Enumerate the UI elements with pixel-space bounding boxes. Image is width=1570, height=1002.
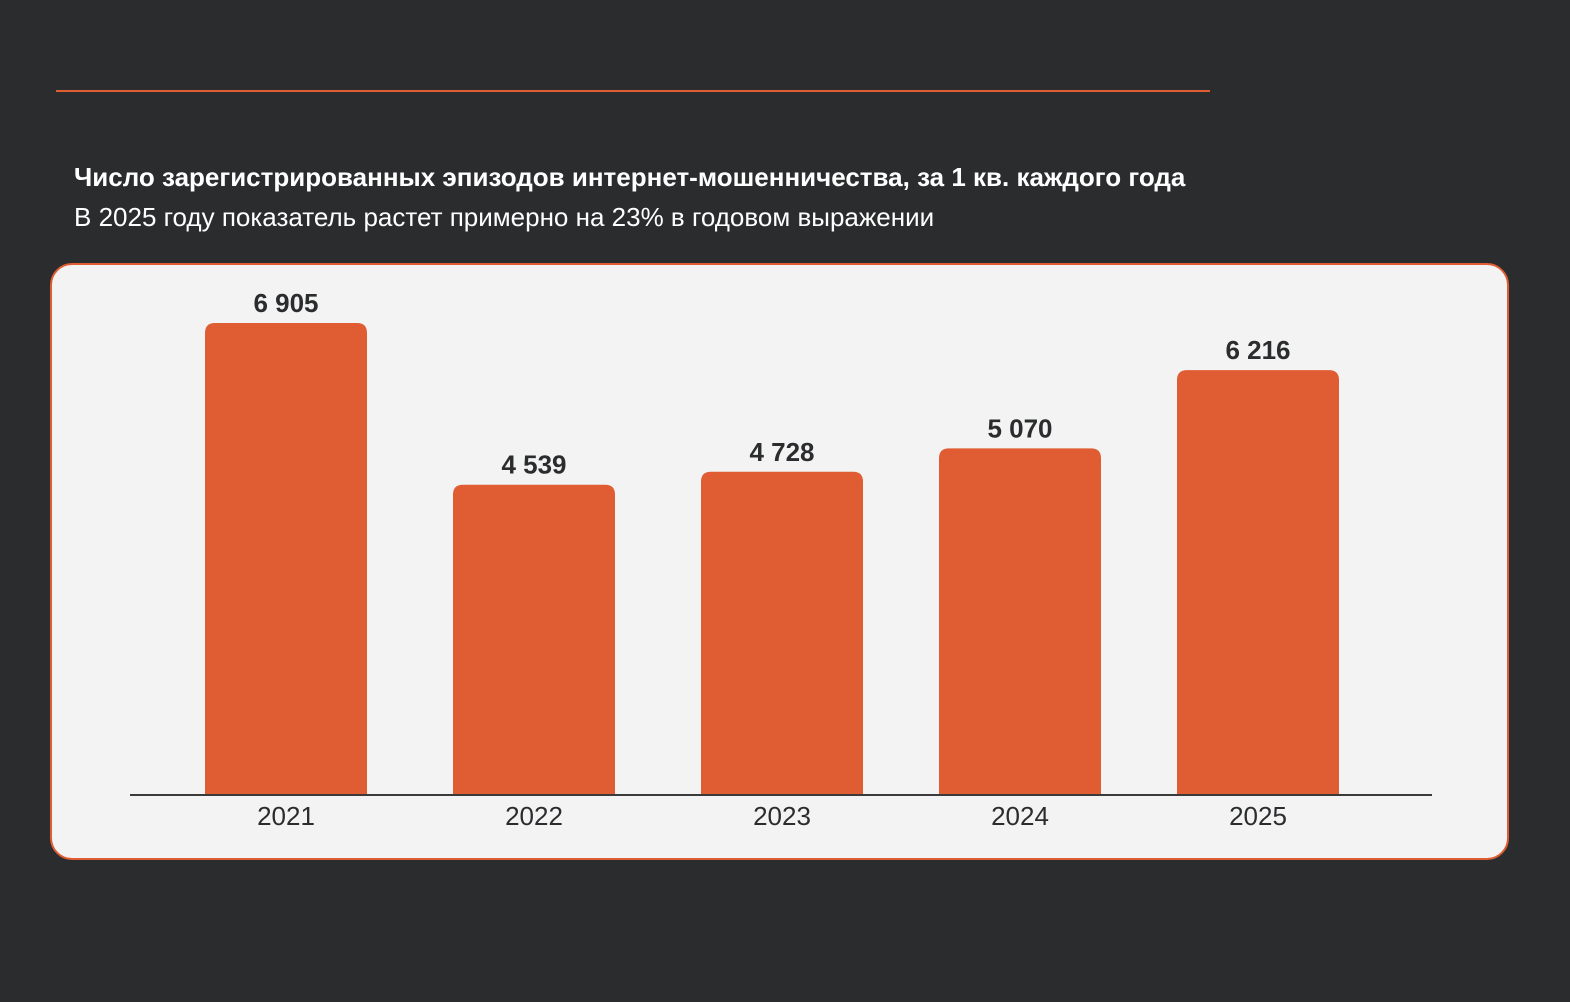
x-tick-label-2025: 2025 [1229,801,1287,831]
chart-title: Число зарегистрированных эпизодов интерн… [74,162,1186,192]
bar-2023 [701,471,863,795]
top-accent-rule [56,90,1210,92]
bar-chart: 6 905 2021 4 539 2022 4 728 2023 5 070 2024 6 21… [130,288,1432,831]
chart-card: 6 905 2021 4 539 2022 4 728 2023 5 070 2024 6 21… [50,263,1509,860]
x-tick-label-2023: 2023 [753,801,811,831]
value-label-2024: 5 070 [987,413,1052,443]
bar-2025 [1177,370,1339,795]
x-tick-label-2021: 2021 [257,801,315,831]
value-label-2021: 6 905 [253,288,318,318]
value-label-2022: 4 539 [501,450,566,480]
value-label-2025: 6 216 [1225,335,1290,365]
value-label-2023: 4 728 [749,437,814,467]
bar-2021 [205,323,367,795]
x-tick-label-2024: 2024 [991,801,1049,831]
bar-2024 [939,448,1101,795]
x-tick-label-2022: 2022 [505,801,563,831]
bar-2022 [453,484,615,795]
chart-subtitle: В 2025 году показатель растет примерно н… [74,202,935,232]
